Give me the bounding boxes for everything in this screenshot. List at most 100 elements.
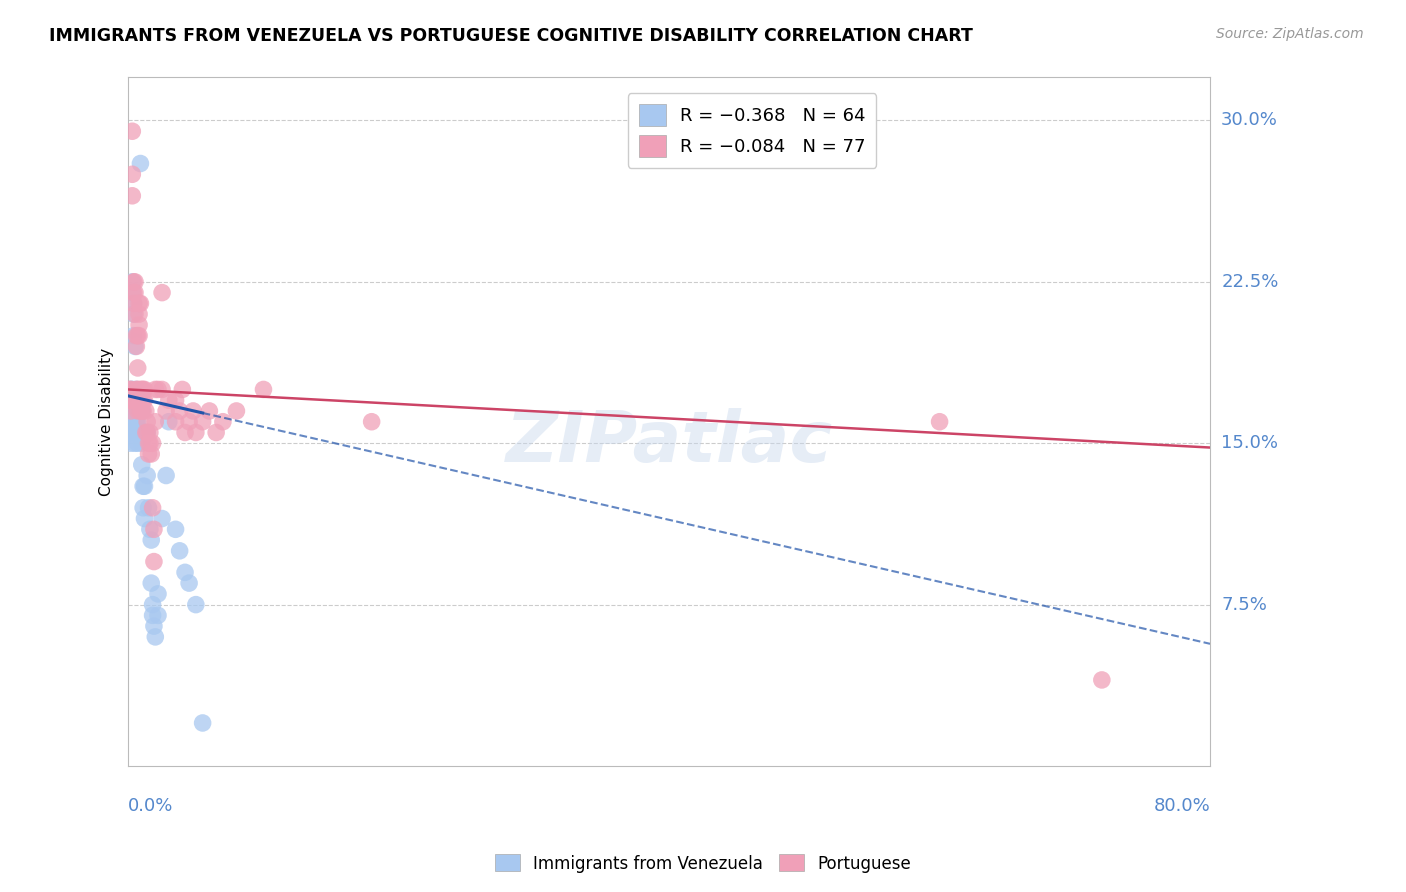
Point [155, 468, 177, 483]
Point [136, 468, 159, 483]
Point [150, 511, 173, 525]
Point [125, 328, 148, 343]
Point [135, 425, 157, 440]
Point [134, 479, 156, 493]
Point [134, 425, 156, 440]
Point [118, 425, 141, 440]
Legend: R = −0.368   N = 64, R = −0.084   N = 77: R = −0.368 N = 64, R = −0.084 N = 77 [627, 94, 876, 168]
Point [120, 383, 142, 397]
Point [136, 425, 159, 440]
Point [131, 404, 153, 418]
Point [184, 425, 207, 440]
Point [139, 436, 162, 450]
Point [125, 383, 148, 397]
Point [138, 436, 160, 450]
Point [127, 404, 149, 418]
Point [124, 285, 146, 300]
Point [131, 404, 153, 418]
Point [127, 383, 149, 397]
Point [138, 447, 160, 461]
Point [127, 425, 149, 440]
Point [124, 404, 146, 418]
Point [139, 522, 162, 536]
Point [122, 393, 145, 408]
Point [127, 436, 149, 450]
Point [120, 393, 142, 408]
Point [928, 415, 950, 429]
Point [118, 415, 141, 429]
Point [165, 415, 187, 429]
Point [181, 404, 204, 418]
Point [198, 404, 221, 418]
Point [165, 393, 187, 408]
Point [120, 415, 142, 429]
Point [177, 576, 200, 591]
Point [118, 383, 141, 397]
Point [120, 404, 142, 418]
Point [128, 393, 150, 408]
Point [172, 383, 194, 397]
Point [205, 425, 228, 440]
Point [191, 716, 214, 731]
Point [139, 425, 162, 440]
Point [146, 608, 169, 623]
Point [174, 425, 197, 440]
Point [169, 404, 191, 418]
Point [122, 275, 145, 289]
Point [120, 393, 142, 408]
Point [128, 328, 150, 343]
Point [124, 415, 146, 429]
Point [122, 296, 145, 310]
Point [120, 404, 142, 418]
Point [143, 415, 166, 429]
Point [121, 393, 143, 408]
Text: 0.0%: 0.0% [128, 797, 173, 814]
Point [118, 404, 141, 418]
Point [146, 587, 169, 601]
Point [127, 360, 149, 375]
Point [184, 598, 207, 612]
Point [125, 393, 148, 408]
Point [142, 555, 165, 569]
Point [128, 425, 150, 440]
Point [134, 393, 156, 408]
Point [124, 307, 146, 321]
Text: 30.0%: 30.0% [1222, 112, 1278, 129]
Point [141, 576, 163, 591]
Point [134, 383, 156, 397]
Point [121, 275, 143, 289]
Y-axis label: Cognitive Disability: Cognitive Disability [100, 348, 114, 496]
Point [134, 511, 156, 525]
Point [136, 415, 159, 429]
Point [124, 339, 146, 353]
Point [155, 404, 177, 418]
Point [212, 415, 235, 429]
Text: 80.0%: 80.0% [1153, 797, 1211, 814]
Point [146, 383, 169, 397]
Point [129, 404, 152, 418]
Point [122, 328, 145, 343]
Point [121, 404, 143, 418]
Point [132, 383, 155, 397]
Point [150, 285, 173, 300]
Point [128, 318, 150, 332]
Point [120, 436, 142, 450]
Point [131, 458, 153, 472]
Point [136, 425, 159, 440]
Point [1091, 673, 1114, 687]
Point [120, 425, 142, 440]
Point [127, 404, 149, 418]
Point [131, 393, 153, 408]
Point [141, 447, 163, 461]
Point [124, 436, 146, 450]
Point [142, 500, 165, 515]
Point [127, 415, 149, 429]
Point [118, 393, 141, 408]
Text: 7.5%: 7.5% [1222, 596, 1267, 614]
Point [169, 544, 191, 558]
Point [131, 383, 153, 397]
Point [125, 415, 148, 429]
Point [150, 383, 173, 397]
Point [124, 275, 146, 289]
Point [132, 500, 155, 515]
